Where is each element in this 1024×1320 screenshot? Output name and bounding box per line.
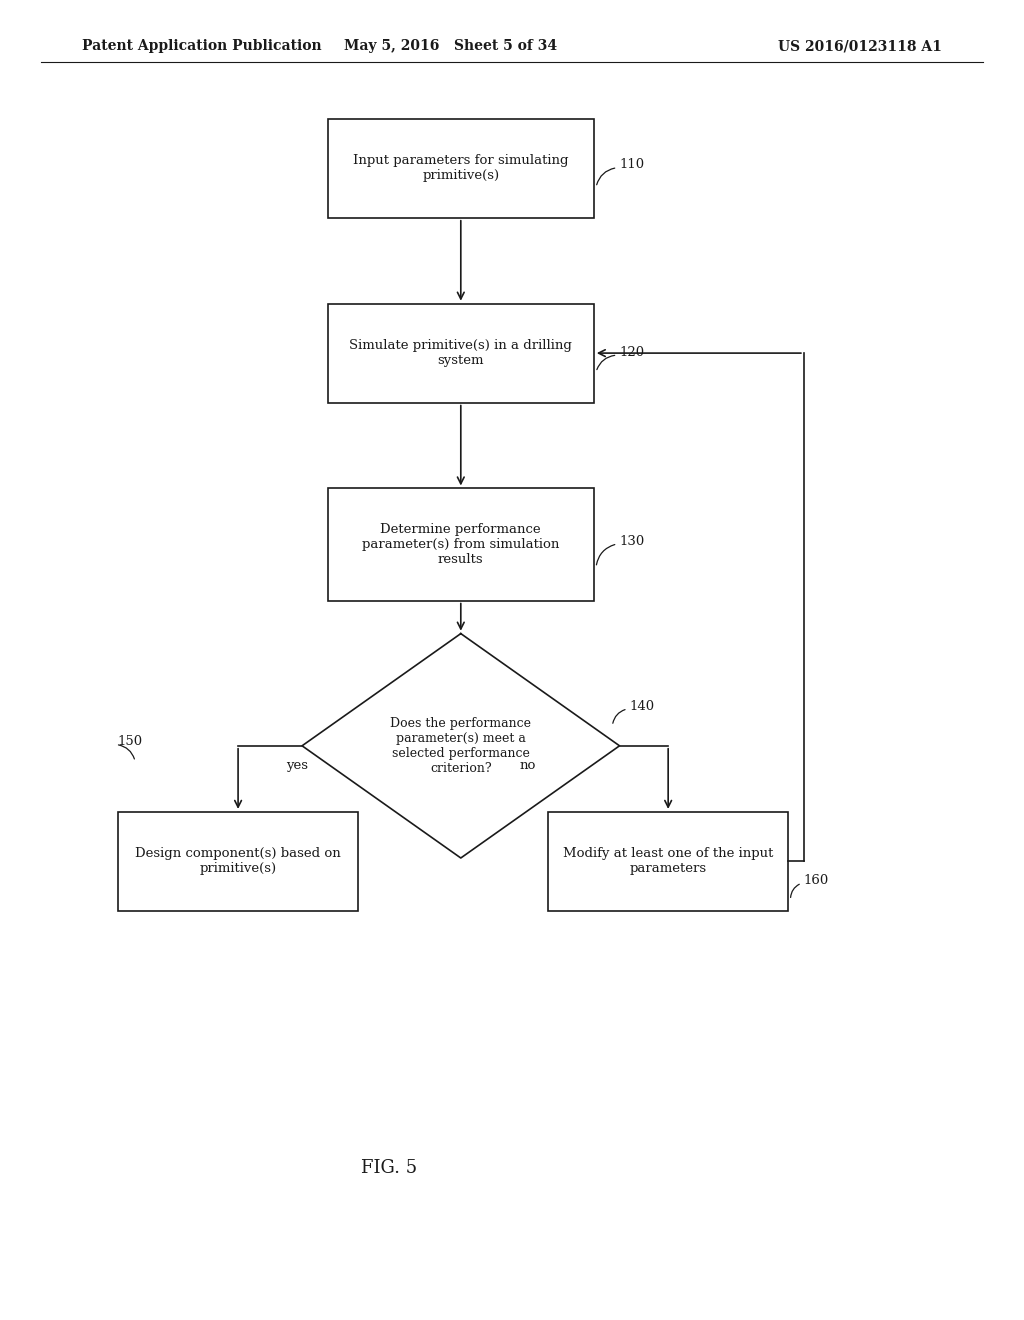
FancyBboxPatch shape [328,488,594,601]
Text: Input parameters for simulating
primitive(s): Input parameters for simulating primitiv… [353,154,568,182]
Text: Patent Application Publication: Patent Application Publication [82,40,322,53]
Text: 120: 120 [620,346,645,359]
Text: Design component(s) based on
primitive(s): Design component(s) based on primitive(s… [135,847,341,875]
Text: Simulate primitive(s) in a drilling
system: Simulate primitive(s) in a drilling syst… [349,339,572,367]
Text: yes: yes [286,759,308,772]
Text: FIG. 5: FIG. 5 [361,1159,417,1177]
Text: Does the performance
parameter(s) meet a
selected performance
criterion?: Does the performance parameter(s) meet a… [390,717,531,775]
Text: May 5, 2016   Sheet 5 of 34: May 5, 2016 Sheet 5 of 34 [344,40,557,53]
Text: 150: 150 [118,735,143,748]
Text: Determine performance
parameter(s) from simulation
results: Determine performance parameter(s) from … [362,523,559,566]
FancyBboxPatch shape [548,812,788,911]
Text: 160: 160 [804,874,829,887]
Text: Modify at least one of the input
parameters: Modify at least one of the input paramet… [563,847,773,875]
Text: no: no [519,759,536,772]
Text: 140: 140 [630,700,655,713]
Text: 110: 110 [620,158,645,172]
Text: 130: 130 [620,535,645,548]
FancyBboxPatch shape [328,304,594,403]
FancyBboxPatch shape [328,119,594,218]
FancyBboxPatch shape [118,812,358,911]
Text: US 2016/0123118 A1: US 2016/0123118 A1 [778,40,942,53]
